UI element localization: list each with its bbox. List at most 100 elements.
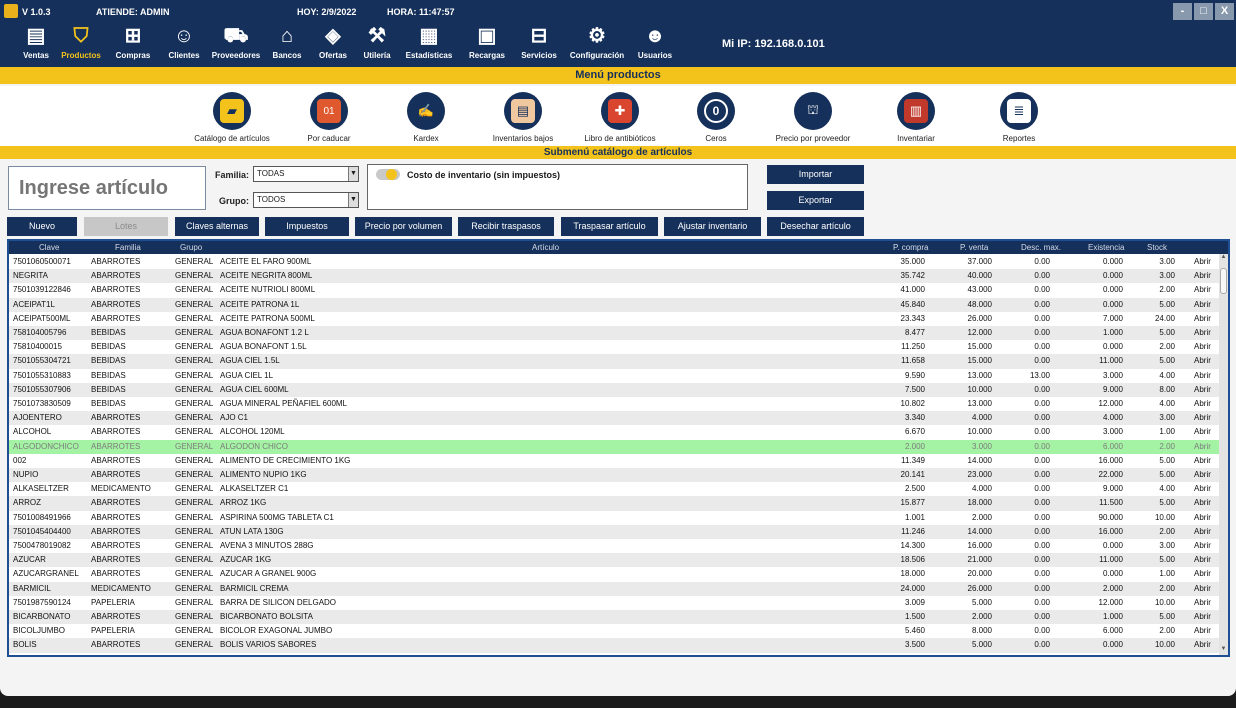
table-row[interactable]: 7501987590124 PAPELERIA GENERAL BARRA DE SI… [9,596,1221,610]
table-scrollbar[interactable]: ▲ ▼ [1219,254,1228,655]
col-p-compra[interactable]: P. compra [893,243,929,252]
table-row[interactable]: AZUCAR ABARROTES GENERAL AZUCAR 1KG 18.506 21… [9,553,1221,568]
table-row[interactable]: NEGRITA ABARROTES GENERAL ACEITE NEGRITA 80… [9,269,1221,284]
open-link[interactable]: Abrir [1194,569,1211,579]
submenu-libro-antibioticos[interactable]: ✚ Libro de antibióticos [578,92,662,143]
table-row[interactable]: ALGODONCHICO ABARROTES GENERAL ALGODON CHIC… [9,439,1221,454]
table-row[interactable]: 7501055310883 BEBIDAS GENERAL AGUA CIEL 1L 9… [9,369,1221,383]
maximize-button[interactable]: □ [1194,3,1213,20]
open-link[interactable]: Abrir [1194,626,1211,636]
table-row[interactable]: 7501060500071 ABARROTES GENERAL ACEITE EL F… [9,255,1221,269]
table-row[interactable]: ALCOHOL ABARROTES GENERAL ALCOHOL 120ML 6.67… [9,425,1221,439]
open-link[interactable]: Abrir [1194,612,1211,621]
close-button[interactable]: X [1215,3,1234,20]
scroll-down-icon[interactable]: ▼ [1220,646,1227,652]
open-link[interactable]: Abrir [1194,555,1211,565]
open-link[interactable]: Abrir [1194,427,1211,437]
table-row[interactable]: ARROZ ABARROTES GENERAL ARROZ 1KG 15.877 18.0… [9,496,1221,511]
cost-toggle[interactable] [376,169,400,180]
table-row[interactable]: 7501039122846 ABARROTES GENERAL ACEITE NUTR… [9,283,1221,297]
open-link[interactable]: Abrir [1194,257,1211,266]
taxes-button[interactable]: Impuestos [265,217,349,236]
scroll-thumb[interactable] [1220,268,1227,294]
nav-utileria[interactable]: ⚒ Utilería [361,23,393,67]
table-row[interactable]: 7501055307906 BEBIDAS GENERAL AGUA CIEL 600… [9,382,1221,397]
open-link[interactable]: Abrir [1194,342,1211,352]
table-row[interactable]: BICARBONATO ABARROTES GENERAL BICARBONATO B… [9,610,1221,625]
nav-clientes[interactable]: ☺ Clientes [166,23,202,67]
open-link[interactable]: Abrir [1194,526,1211,536]
open-link[interactable]: Abrir [1194,484,1211,494]
adjust-inventory-button[interactable]: Ajustar inventario [664,217,761,236]
table-row[interactable]: BOLIS ABARROTES GENERAL BOLIS VARIOS SABORE… [9,638,1221,653]
open-link[interactable]: Abrir [1194,455,1211,465]
table-row[interactable]: AZUCARGRANEL ABARROTES GENERAL AZUCAR A GRA… [9,567,1221,581]
col-familia[interactable]: Familia [115,243,141,252]
table-row[interactable]: ACEIPAT1L ABARROTES GENERAL ACEITE PATRONA … [9,297,1221,312]
nav-bancos[interactable]: ⌂ Bancos [272,25,302,60]
open-link[interactable]: Abrir [1194,470,1211,479]
import-button[interactable]: Importar [767,165,864,184]
open-link[interactable]: Abrir [1194,597,1211,607]
table-row[interactable]: 7501073830509 BEBIDAS GENERAL AGUA MINERAL … [9,397,1221,411]
open-link[interactable]: Abrir [1194,441,1211,451]
submenu-reportes[interactable]: ≣ Reportes [989,92,1049,143]
table-row[interactable]: 7501045404400 ABARROTES GENERAL ATUN LATA 1… [9,524,1221,539]
scroll-up-icon[interactable]: ▲ [1220,254,1227,260]
nav-ventas[interactable]: ▤ Ventas [20,23,52,67]
table-row[interactable]: 758104005796 BEBIDAS GENERAL AGUA BONAFONT … [9,326,1221,341]
open-link[interactable]: Abrir [1194,512,1211,522]
submenu-ceros[interactable]: 0 Ceros [686,92,746,143]
table-row[interactable]: BARMICIL MEDICAMENTO GENERAL BARMICIL CREMA… [9,581,1221,596]
table-row[interactable]: ACEIPAT500ML ABARROTES GENERAL ACEITE PATRO… [9,312,1221,326]
col-p-venta[interactable]: P. venta [960,243,989,252]
export-button[interactable]: Exportar [767,191,864,210]
open-link[interactable]: Abrir [1194,640,1211,650]
open-link[interactable]: Abrir [1194,399,1211,408]
open-link[interactable]: Abrir [1194,313,1211,323]
open-link[interactable]: Abrir [1194,356,1211,366]
table-row[interactable]: BICOLJUMBO PAPELERIA GENERAL BICOLOR EXAGON… [9,624,1221,638]
open-link[interactable]: Abrir [1194,299,1211,309]
col-existencia[interactable]: Existencia [1088,243,1125,252]
open-link[interactable]: Abrir [1194,328,1211,337]
alternate-keys-button[interactable]: Claves alternas [175,217,259,236]
col-articulo[interactable]: Artículo [532,243,560,252]
col-grupo[interactable]: Grupo [180,243,203,252]
table-row[interactable]: 7500478019082 ABARROTES GENERAL AVENA 3 MIN… [9,539,1221,553]
table-row[interactable]: 002 ABARROTES GENERAL ALIMENTO DE CRECIMIEN… [9,454,1221,468]
transfer-article-button[interactable]: Traspasar artículo [561,217,658,236]
receive-transfers-button[interactable]: Recibir traspasos [458,217,554,236]
nav-compras[interactable]: ⊞ Compras [113,23,153,67]
table-row[interactable]: 7501008491966 ABARROTES GENERAL ASPIRINA 50… [9,511,1221,525]
table-row[interactable]: NUPIO ABARROTES GENERAL ALIMENTO NUPIO 1KG 2… [9,468,1221,483]
table-row[interactable]: 75810400015 BEBIDAS GENERAL AGUA BONAFONT 1… [9,340,1221,354]
nav-productos[interactable]: ⛉ Productos [58,23,104,67]
col-desc-max[interactable]: Desc. max. [1021,243,1062,252]
submenu-inventarios-bajos[interactable]: ▤ Inventarios bajos [486,92,560,143]
submenu-catalogo[interactable]: ▰ Catálogo de artículos [192,92,272,143]
table-row[interactable]: ALKASELTZER MEDICAMENTO GENERAL ALKASELTZER… [9,482,1221,496]
nav-recargas[interactable]: ▣ Recargas [468,25,506,60]
nav-configuracion[interactable]: ⚙ Configuración [567,23,627,67]
lots-button[interactable]: Lotes [84,217,168,236]
table-row[interactable]: AJOENTERO ABARROTES GENERAL AJO C1 3.340 4.00… [9,411,1221,426]
familia-select[interactable]: TODAS ▼ [253,166,359,182]
new-button[interactable]: Nuevo [7,217,77,236]
submenu-por-caducar[interactable]: 01 Por caducar [296,92,362,143]
open-link[interactable]: Abrir [1194,583,1211,593]
grupo-select[interactable]: TODOS ▼ [253,192,359,208]
open-link[interactable]: Abrir [1194,384,1211,394]
open-link[interactable]: Abrir [1194,370,1211,380]
nav-ofertas[interactable]: ◈ Ofertas [315,23,351,67]
submenu-precio-proveedor[interactable]: ⛫ Precio por proveedor [770,92,856,143]
open-link[interactable]: Abrir [1194,285,1211,295]
col-clave[interactable]: Clave [39,243,60,252]
submenu-kardex[interactable]: ✍ Kardex [396,92,456,143]
submenu-inventariar[interactable]: ▥ Inventariar [886,92,946,143]
volume-price-button[interactable]: Precio por volumen [355,217,452,236]
nav-estadisticas[interactable]: ▦ Estadísticas [403,23,455,67]
nav-usuarios[interactable]: ☻ Usuarios [637,25,673,60]
minimize-button[interactable]: - [1173,3,1192,20]
discard-article-button[interactable]: Desechar artículo [767,217,864,236]
